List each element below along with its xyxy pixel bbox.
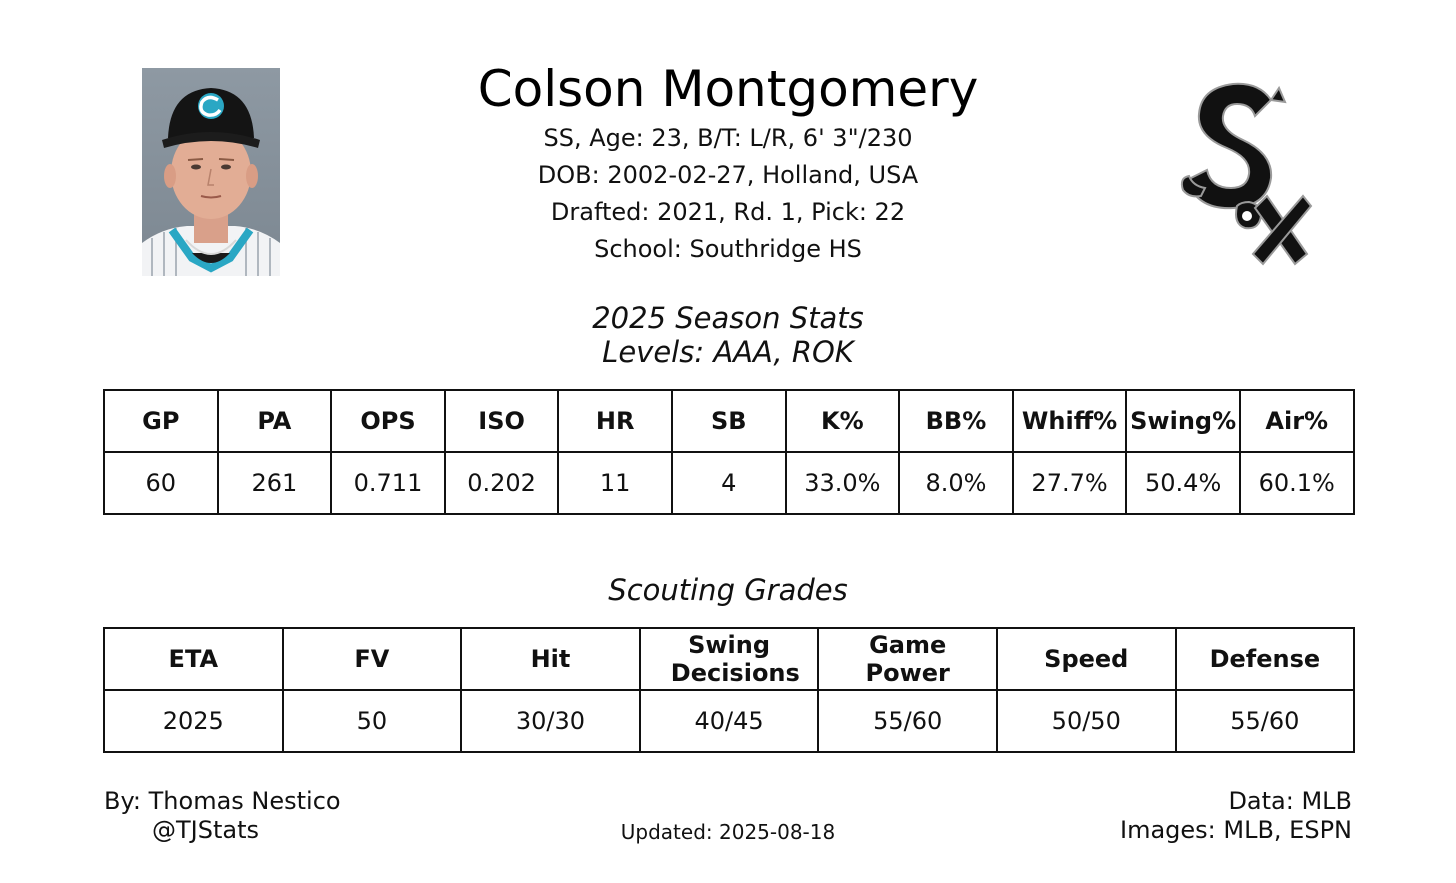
column-header: ISO bbox=[443, 389, 560, 453]
stats-header-row: GP PA OPS ISO HR SB K% BB% Whiff% Swing%… bbox=[103, 389, 1355, 453]
stats-section-title: 2025 Season Stats bbox=[592, 301, 864, 335]
table-cell: 0.202 bbox=[443, 451, 560, 515]
player-dob-line: DOB: 2002-02-27, Holland, USA bbox=[537, 161, 919, 189]
column-header: Air% bbox=[1238, 389, 1355, 453]
grades-value-row: 2025 50 30/30 40/45 55/60 50/50 55/60 bbox=[103, 689, 1356, 753]
player-header: Colson Montgomery SS, Age: 23, B/T: L/R,… bbox=[428, 58, 1028, 268]
table-cell: 4 bbox=[670, 451, 787, 515]
table-cell: 27.7% bbox=[1011, 451, 1128, 515]
updated-date: Updated: 2025-08-18 bbox=[620, 820, 836, 844]
column-header: ETA bbox=[103, 627, 284, 691]
image-source: Images: MLB, ESPN bbox=[1119, 816, 1352, 844]
table-cell: 60.1% bbox=[1238, 451, 1355, 515]
grades-section-title: Scouting Grades bbox=[608, 573, 848, 607]
column-header: K% bbox=[784, 389, 901, 453]
table-cell: 40/45 bbox=[638, 689, 820, 753]
table-cell: 50 bbox=[281, 689, 463, 753]
season-stats-table: GP PA OPS ISO HR SB K% BB% Whiff% Swing%… bbox=[103, 389, 1355, 515]
column-header: Swing Decisions bbox=[638, 627, 820, 691]
player-position-line: SS, Age: 23, B/T: L/R, 6' 3"/230 bbox=[543, 124, 913, 152]
column-header: SB bbox=[670, 389, 787, 453]
column-header: FV bbox=[281, 627, 463, 691]
table-cell: 55/60 bbox=[817, 689, 998, 753]
column-header: Swing% bbox=[1125, 389, 1241, 453]
table-cell: 8.0% bbox=[898, 451, 1014, 515]
column-header: Game Power bbox=[817, 627, 998, 691]
table-cell: 50.4% bbox=[1125, 451, 1241, 515]
player-headshot bbox=[142, 68, 280, 276]
author-credit: By: Thomas Nestico bbox=[104, 787, 341, 815]
column-header: GP bbox=[103, 389, 219, 453]
white-sox-logo bbox=[1175, 78, 1315, 268]
column-header: Hit bbox=[460, 627, 641, 691]
author-handle: @TJStats bbox=[152, 816, 260, 844]
table-cell: 60 bbox=[103, 451, 219, 515]
column-header: HR bbox=[557, 389, 673, 453]
column-header: Speed bbox=[995, 627, 1177, 691]
table-cell: 30/30 bbox=[460, 689, 641, 753]
column-header: Whiff% bbox=[1011, 389, 1128, 453]
player-name: Colson Montgomery bbox=[477, 60, 979, 118]
column-header: Defense bbox=[1174, 627, 1356, 691]
table-cell: 2025 bbox=[103, 689, 284, 753]
column-header: BB% bbox=[898, 389, 1014, 453]
stats-levels: Levels: AAA, ROK bbox=[602, 335, 854, 369]
grades-header-row: ETA FV Hit Swing Decisions Game Power Sp… bbox=[103, 627, 1356, 691]
table-cell: 50/50 bbox=[995, 689, 1177, 753]
table-cell: 261 bbox=[216, 451, 333, 515]
player-draft-line: Drafted: 2021, Rd. 1, Pick: 22 bbox=[550, 198, 906, 226]
data-source: Data: MLB bbox=[1228, 787, 1352, 815]
table-cell: 0.711 bbox=[330, 451, 446, 515]
stats-value-row: 60 261 0.711 0.202 11 4 33.0% 8.0% 27.7%… bbox=[103, 451, 1355, 515]
column-header: PA bbox=[216, 389, 333, 453]
table-cell: 11 bbox=[557, 451, 673, 515]
table-cell: 55/60 bbox=[1174, 689, 1356, 753]
player-school-line: School: Southridge HS bbox=[594, 235, 862, 263]
table-cell: 33.0% bbox=[784, 451, 901, 515]
column-header: OPS bbox=[330, 389, 446, 453]
scouting-grades-table: ETA FV Hit Swing Decisions Game Power Sp… bbox=[103, 627, 1356, 753]
